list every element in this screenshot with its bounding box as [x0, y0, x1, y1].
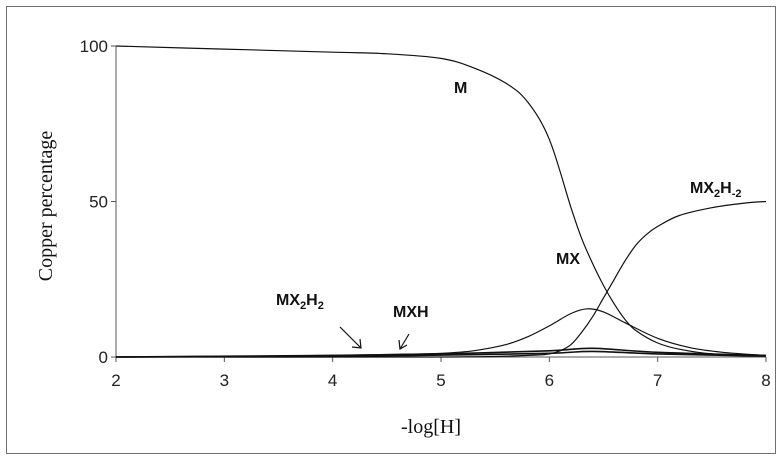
y-tick-label-2: 100: [80, 37, 108, 56]
annotation-mxh: MXH: [393, 304, 429, 321]
mx2hm2-main: MX: [690, 180, 714, 197]
x-tick-label-2: 4: [328, 371, 337, 390]
annotation-mx: MX: [556, 251, 580, 268]
x-tick-label-1: 3: [220, 371, 229, 390]
mx2h2-sub1: 2: [300, 300, 306, 312]
chart-frame: [6, 6, 776, 454]
y-tick-label-1: 50: [89, 193, 108, 212]
x-tick-label-4: 6: [545, 371, 554, 390]
axis-ticks: [111, 45, 767, 362]
series-line-m: [115, 45, 767, 357]
x-tick-label-5: 7: [653, 371, 662, 390]
mx2h2-mid: H: [306, 292, 318, 309]
series-line-mx2h2: [115, 350, 767, 358]
mx2hm2-mid: H: [720, 180, 732, 197]
arrow-mxh: [398, 333, 410, 350]
x-tick-label-3: 5: [436, 371, 445, 390]
y-tick-label-0: 0: [99, 348, 108, 367]
y-axis-title: Copper percentage: [35, 131, 57, 282]
annotation-mx2h-2: MX2H-2: [690, 180, 741, 200]
mx2hm2-sub2: -2: [732, 188, 742, 200]
series-line-mx: [115, 308, 767, 358]
x-axis-title: -log[H]: [401, 416, 461, 438]
series-line-mx2h-2: [115, 200, 767, 358]
mx2h2-sub2: 2: [318, 300, 324, 312]
annotation-mx2h2: MX2H2: [276, 292, 324, 312]
x-tick-label-6: 8: [761, 371, 770, 390]
arrow-mx2h2: [339, 326, 362, 349]
series-layer: [115, 45, 767, 358]
annotation-m: M: [454, 80, 467, 97]
tick-labels: 2 3 4 5 6 7 8 0 50 100: [80, 37, 771, 390]
mx2hm2-sub1: 2: [714, 188, 720, 200]
mx2h2-main: MX: [276, 292, 300, 309]
x-tick-label-0: 2: [111, 371, 120, 390]
